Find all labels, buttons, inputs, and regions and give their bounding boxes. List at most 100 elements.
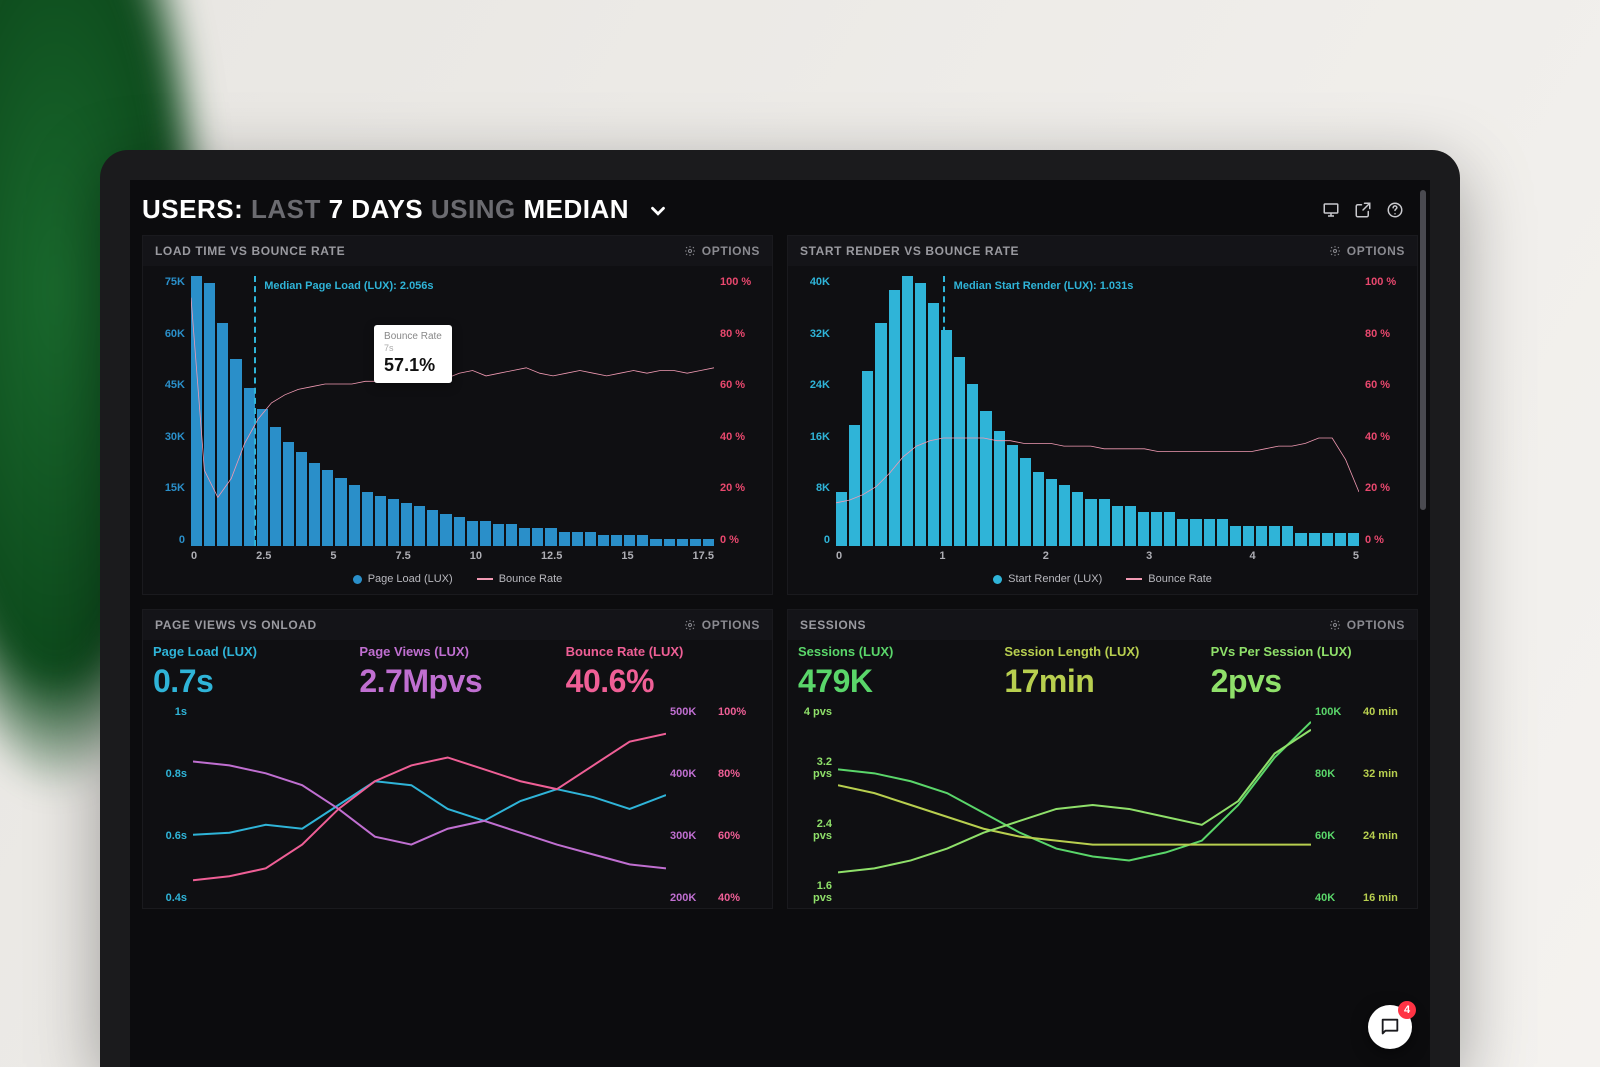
y-tick: 4 pvs [798,706,832,718]
panel-page-views: PAGE VIEWS VS ONLOAD OPTIONS Page Load (… [142,609,773,909]
gear-icon [684,245,696,257]
monitor-icon[interactable] [1322,201,1340,219]
title-prefix: USERS: [142,194,243,224]
y-tick: 0 % [720,534,764,546]
x-tick: 2 [1043,550,1049,566]
metric-value: 0.7s [153,663,349,700]
y-tick: 100 % [720,276,764,288]
panel-title: LOAD TIME VS BOUNCE RATE [155,244,345,258]
x-tick: 5 [1353,550,1359,566]
gear-icon [684,619,696,631]
laptop-frame: USERS: LAST 7 DAYS USING MEDIAN LOAD TIM… [100,150,1460,1067]
metric-value: 479K [798,663,994,700]
panel-title: START RENDER VS BOUNCE RATE [800,244,1019,258]
share-icon[interactable] [1354,201,1372,219]
y-tick: 45K [151,379,185,391]
x-tick: 0 [836,550,842,566]
y-tick: 400K [670,768,714,780]
y-tick: 300K [670,830,714,842]
y-tick: 40K [1315,892,1359,904]
y-tick: 0.6s [153,830,187,842]
options-button[interactable]: OPTIONS [684,244,760,258]
y-tick: 80 % [1365,328,1409,340]
x-tick: 12.5 [541,550,562,566]
chart-start-render[interactable]: 40K32K24K16K8K0100 %80 %60 %40 %20 %0 %M… [788,266,1417,594]
y-tick: 0 % [1365,534,1409,546]
gear-icon [1329,245,1341,257]
y-tick: 75K [151,276,185,288]
help-icon[interactable] [1386,201,1404,219]
y-tick: 15K [151,482,185,494]
x-tick: 0 [191,550,197,566]
options-button[interactable]: OPTIONS [1329,618,1405,632]
page-header: USERS: LAST 7 DAYS USING MEDIAN [130,180,1430,235]
y-tick: 100K [1315,706,1359,718]
y-tick: 32 min [1363,768,1407,780]
y-tick: 60K [151,328,185,340]
y-tick: 24K [796,379,830,391]
metric-label: Page Views (LUX) [359,644,555,659]
metric: Session Length (LUX) 17min [1004,644,1200,700]
chart-load-time[interactable]: 75K60K45K30K15K0100 %80 %60 %40 %20 %0 %… [143,266,772,594]
x-tick: 2.5 [256,550,271,566]
y-tick: 40 min [1363,706,1407,718]
metric: PVs Per Session (LUX) 2pvs [1211,644,1407,700]
chevron-down-icon [647,200,669,222]
chat-widget[interactable]: 4 [1368,1005,1412,1049]
y-tick: 1s [153,706,187,718]
y-tick: 200K [670,892,714,904]
tooltip: Bounce Rate7s57.1% [374,325,452,383]
metrics-row: Sessions (LUX) 479KSession Length (LUX) … [788,640,1417,700]
y-tick: 80% [718,768,762,780]
panel-grid: LOAD TIME VS BOUNCE RATE OPTIONS 75K 60K 4… [130,235,1430,909]
y-tick: 60 % [1365,379,1409,391]
y-tick: 60% [718,830,762,842]
scrollbar[interactable] [1420,190,1426,510]
y-tick: 1.6 pvs [798,880,832,904]
chart-sessions[interactable]: 4 pvs3.2 pvs2.4 pvs1.6 pvs100K80K60K40K4… [798,706,1407,908]
metric: Page Load (LUX) 0.7s [153,644,349,700]
options-button[interactable]: OPTIONS [1329,244,1405,258]
x-tick: 5 [330,550,336,566]
y-tick: 3.2 pvs [798,756,832,780]
legend-item: Page Load (LUX) [353,573,453,585]
y-tick: 16 min [1363,892,1407,904]
title-range: 7 DAYS [329,194,424,224]
legend-item: Bounce Rate [477,573,563,585]
y-tick: 40K [796,276,830,288]
options-button[interactable]: OPTIONS [684,618,760,632]
x-tick: 7.5 [395,550,410,566]
y-tick: 0.4s [153,892,187,904]
chat-icon [1379,1016,1401,1038]
y-tick: 32K [796,328,830,340]
y-tick: 80 % [720,328,764,340]
y-tick: 80K [1315,768,1359,780]
title-dim-1: LAST [251,194,321,224]
metric-label: Page Load (LUX) [153,644,349,659]
x-tick: 3 [1146,550,1152,566]
metric-label: PVs Per Session (LUX) [1211,644,1407,659]
metric: Sessions (LUX) 479K [798,644,994,700]
y-tick: 40% [718,892,762,904]
y-tick: 500K [670,706,714,718]
panel-title: SESSIONS [800,618,866,632]
metric: Bounce Rate (LUX) 40.6% [566,644,762,700]
y-tick: 60K [1315,830,1359,842]
y-tick: 20 % [720,482,764,494]
y-tick: 0.8s [153,768,187,780]
page-title-dropdown[interactable]: USERS: LAST 7 DAYS USING MEDIAN [142,194,669,225]
metrics-row: Page Load (LUX) 0.7sPage Views (LUX) 2.7… [143,640,772,700]
y-tick: 0 [796,534,830,546]
metric-label: Sessions (LUX) [798,644,994,659]
y-tick: 40 % [1365,431,1409,443]
panel-sessions: SESSIONS OPTIONS Sessions (LUX) 479KSess… [787,609,1418,909]
metric: Page Views (LUX) 2.7Mpvs [359,644,555,700]
y-tick: 20 % [1365,482,1409,494]
chart-page-views[interactable]: 1s0.8s0.6s0.4s500K400K300K200K100%80%60%… [153,706,762,908]
panel-load-time: LOAD TIME VS BOUNCE RATE OPTIONS 75K 60K 4… [142,235,773,595]
gear-icon [1329,619,1341,631]
panel-title: PAGE VIEWS VS ONLOAD [155,618,317,632]
metric-value: 17min [1004,663,1200,700]
metric-label: Session Length (LUX) [1004,644,1200,659]
x-tick: 17.5 [693,550,714,566]
